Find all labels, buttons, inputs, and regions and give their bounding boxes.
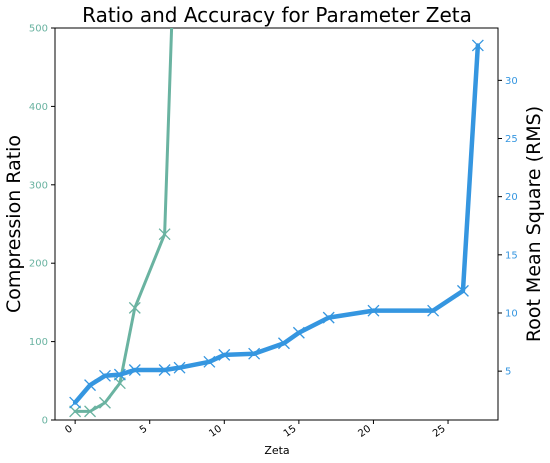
y-right-tick-label: 25 bbox=[505, 134, 518, 145]
y-left-tick-label: 200 bbox=[29, 259, 48, 270]
x-tick-label: 5 bbox=[138, 423, 150, 436]
rms-point bbox=[292, 326, 305, 339]
rms-point bbox=[69, 396, 82, 409]
x-tick-label: 0 bbox=[63, 423, 75, 436]
compression-ratio-point bbox=[113, 377, 126, 390]
y-left-tick-label: 100 bbox=[29, 337, 48, 348]
x-tick-label: 10 bbox=[207, 423, 224, 439]
y-right-tick-label: 30 bbox=[505, 76, 518, 87]
compression-ratio-point bbox=[99, 396, 111, 409]
compression-ratio-point bbox=[128, 301, 141, 314]
y-right-tick-label: 5 bbox=[505, 367, 511, 378]
y-left-tick-label: 300 bbox=[29, 180, 48, 191]
x-axis-ticks: 0 5 10 15 20 25 bbox=[63, 420, 449, 440]
x-tick-label: 20 bbox=[356, 423, 373, 439]
rms-point bbox=[248, 347, 261, 360]
compression-ratio-point bbox=[69, 405, 82, 418]
y-right-axis-ticks: 5 10 15 20 25 30 bbox=[498, 76, 518, 378]
rms-point bbox=[456, 284, 469, 297]
x-axis-label: Zeta bbox=[264, 444, 289, 457]
rms-point bbox=[128, 364, 141, 376]
y-left-tick-label: 0 bbox=[42, 416, 48, 427]
y-left-axis-label: Compression Ratio bbox=[3, 135, 25, 313]
compression-ratio-point bbox=[158, 228, 171, 241]
rms-point bbox=[218, 348, 231, 361]
rms-point bbox=[113, 368, 126, 381]
rms-point bbox=[99, 369, 111, 382]
y-right-tick-label: 15 bbox=[505, 250, 518, 261]
rms-point bbox=[277, 337, 290, 350]
y-right-tick-label: 20 bbox=[505, 192, 518, 203]
compression-ratio-point bbox=[84, 405, 97, 418]
rms-point bbox=[427, 304, 440, 317]
y-right-axis-label: Root Mean Square (RMS) bbox=[523, 106, 545, 342]
compression-ratio-line bbox=[73, 28, 174, 413]
rms-point bbox=[173, 361, 186, 374]
rms-point bbox=[84, 379, 97, 392]
rms-point bbox=[367, 304, 380, 317]
x-tick-label: 25 bbox=[431, 423, 448, 439]
x-tick-label: 15 bbox=[282, 423, 299, 439]
rms-line bbox=[72, 43, 481, 405]
y-right-tick-label: 10 bbox=[505, 308, 518, 319]
rms-point bbox=[203, 355, 216, 368]
series-layer bbox=[69, 28, 484, 418]
y-left-axis-ticks: 0 100 200 300 400 500 bbox=[29, 24, 55, 427]
rms-point bbox=[158, 364, 171, 376]
plot-frame bbox=[54, 27, 499, 421]
rms-point bbox=[322, 311, 335, 324]
y-left-tick-label: 500 bbox=[29, 24, 48, 35]
y-left-tick-label: 400 bbox=[29, 102, 48, 113]
rms-point bbox=[471, 39, 484, 52]
chart-title: Ratio and Accuracy for Parameter Zeta bbox=[82, 3, 472, 27]
